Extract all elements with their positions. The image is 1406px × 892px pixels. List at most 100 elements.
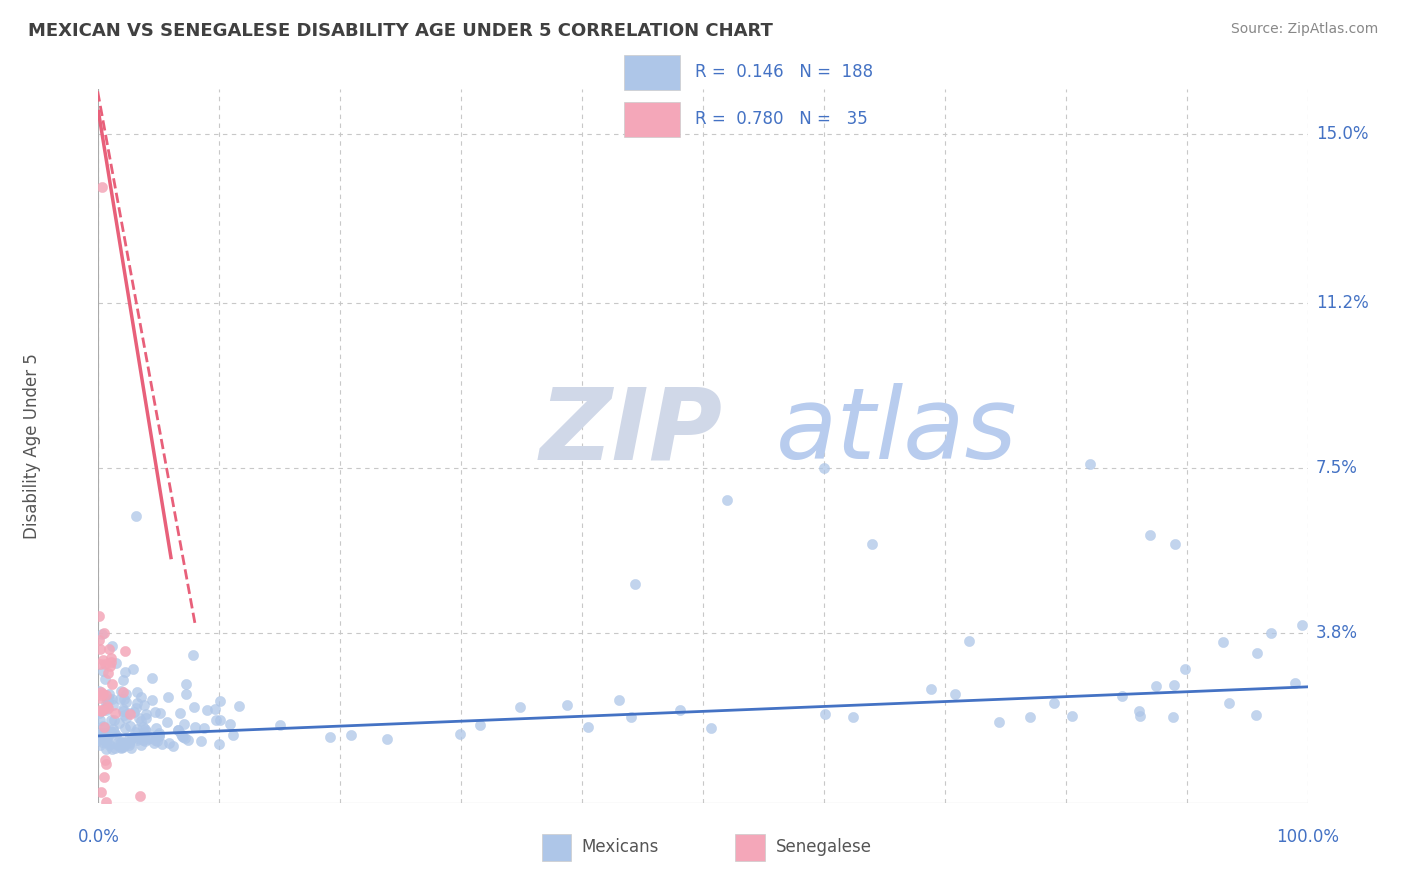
Point: [669, 703, 692, 717]
Point: [128, 789, 150, 804]
Point: [375, 731, 398, 746]
Point: [110, 740, 132, 755]
Point: [1139, 528, 1161, 542]
Point: [94, 696, 117, 710]
Point: [841, 710, 863, 724]
Point: [98, 735, 121, 749]
Point: [943, 687, 966, 701]
Point: [112, 707, 135, 722]
Point: [89, 727, 111, 741]
Point: [96, 757, 118, 772]
Point: [89, 731, 111, 746]
Point: [468, 717, 491, 731]
Point: [1218, 696, 1240, 710]
Point: [208, 738, 231, 752]
Point: [93, 626, 115, 640]
Point: [103, 724, 125, 739]
Point: [125, 701, 148, 715]
Point: [145, 721, 167, 735]
Point: [143, 705, 166, 719]
Point: [90, 785, 112, 799]
Point: [1161, 709, 1184, 723]
Point: [183, 720, 205, 734]
Point: [110, 740, 132, 755]
Point: [183, 699, 205, 714]
Point: [100, 651, 122, 665]
Point: [129, 690, 152, 705]
Point: [97, 727, 120, 741]
Point: [181, 648, 204, 662]
Point: [193, 722, 215, 736]
Point: [118, 738, 141, 752]
FancyBboxPatch shape: [624, 55, 679, 90]
Point: [135, 711, 157, 725]
Point: [101, 722, 124, 736]
Point: [135, 724, 157, 739]
Point: [103, 698, 125, 713]
Point: [87, 706, 110, 720]
Point: [110, 684, 132, 698]
Point: [115, 687, 138, 701]
Point: [208, 714, 231, 728]
Point: [98, 687, 121, 701]
Point: [128, 710, 150, 724]
Point: [204, 701, 226, 715]
Point: [98, 659, 121, 673]
Text: Source: ZipAtlas.com: Source: ZipAtlas.com: [1230, 22, 1378, 37]
Point: [174, 687, 197, 701]
Point: [162, 739, 184, 753]
Point: [222, 728, 245, 742]
Point: [700, 721, 723, 735]
Point: [218, 717, 240, 731]
Point: [89, 733, 111, 747]
Point: [112, 701, 135, 715]
Point: [94, 703, 117, 717]
Point: [93, 728, 115, 742]
Point: [148, 729, 170, 743]
Point: [148, 726, 170, 740]
Point: [122, 706, 145, 720]
Point: [112, 704, 135, 718]
Point: [114, 736, 136, 750]
Point: [607, 693, 630, 707]
Point: [94, 673, 117, 687]
Point: [108, 691, 131, 706]
Text: Disability Age Under 5: Disability Age Under 5: [22, 353, 41, 539]
Point: [172, 730, 194, 744]
Point: [146, 733, 169, 747]
Point: [813, 707, 835, 722]
Point: [269, 717, 291, 731]
Point: [121, 730, 143, 744]
Point: [1129, 709, 1152, 723]
Text: MEXICAN VS SENEGALESE DISABILITY AGE UNDER 5 CORRELATION CHART: MEXICAN VS SENEGALESE DISABILITY AGE UND…: [28, 22, 773, 40]
Point: [98, 725, 121, 739]
Point: [114, 722, 136, 736]
Point: [100, 724, 122, 739]
Point: [157, 736, 180, 750]
Point: [97, 701, 120, 715]
Point: [174, 731, 197, 745]
Point: [110, 735, 132, 749]
Point: [134, 722, 156, 736]
Point: [1163, 678, 1185, 692]
Point: [860, 537, 883, 551]
Point: [89, 738, 111, 752]
Point: [101, 677, 124, 691]
Text: R =  0.146   N =  188: R = 0.146 N = 188: [695, 63, 873, 81]
Point: [125, 731, 148, 746]
Text: 15.0%: 15.0%: [1316, 125, 1368, 143]
Point: [1128, 704, 1150, 718]
Point: [148, 728, 170, 742]
Point: [125, 722, 148, 736]
Point: [96, 734, 118, 748]
Point: [132, 698, 155, 712]
Point: [156, 714, 179, 729]
Point: [1019, 709, 1042, 723]
Point: [170, 729, 193, 743]
Point: [91, 653, 114, 667]
Point: [97, 692, 120, 706]
Point: [89, 641, 111, 656]
Point: [208, 694, 231, 708]
Point: [97, 666, 120, 681]
Point: [170, 727, 193, 741]
